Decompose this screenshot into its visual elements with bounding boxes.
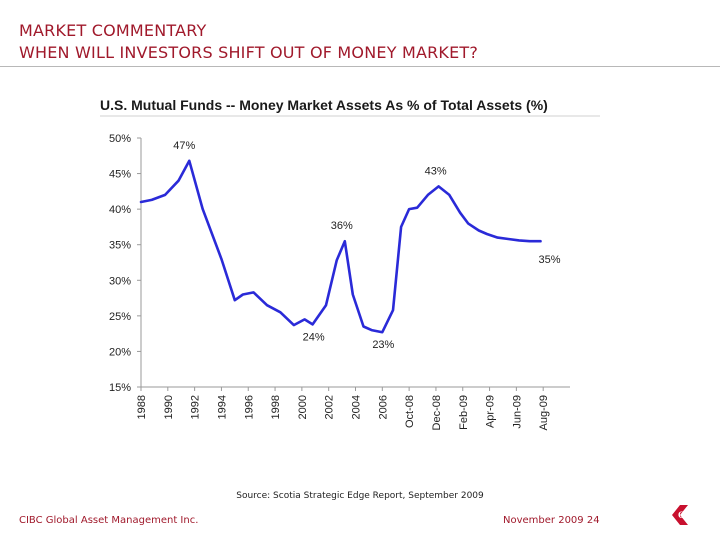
y-tick-label: 50% <box>109 133 131 145</box>
x-tick-label: 2006 <box>377 395 389 419</box>
y-tick-label: 40% <box>109 204 131 216</box>
header-line-2: WHEN WILL INVESTORS SHIFT OUT OF MONEY M… <box>19 43 479 62</box>
x-tick-label: 2004 <box>351 395 363 419</box>
x-tick-label: 1992 <box>190 395 202 419</box>
y-tick-label: 20% <box>109 346 131 358</box>
y-tick-label: 15% <box>109 382 131 394</box>
x-tick-label: Apr-09 <box>485 395 497 428</box>
x-tick-label: Dec-08 <box>431 395 443 430</box>
y-tick-label: 25% <box>109 311 131 323</box>
cibc-logo: CIBC <box>668 501 704 529</box>
chart-axes <box>140 138 570 388</box>
annotations-group: 47% 36% 24% 23% 43% 35% <box>173 140 560 351</box>
data-label: 35% <box>539 254 561 266</box>
data-label: 36% <box>331 220 353 232</box>
x-tick-label: 1988 <box>136 395 148 419</box>
x-tick-label: Oct-08 <box>404 395 416 428</box>
y-tick-label: 30% <box>109 275 131 287</box>
chart-title: U.S. Mutual Funds -- Money Market Assets… <box>100 97 548 113</box>
header-divider <box>0 66 720 67</box>
data-label: 24% <box>303 331 325 343</box>
series-group <box>139 159 542 334</box>
x-tick-label: Aug-09 <box>538 395 550 430</box>
x-tick-label: 1994 <box>216 395 228 419</box>
footer-date-page: November 2009 24 <box>503 515 600 526</box>
logo-text: CIBC <box>678 510 701 520</box>
y-axis-ticks: 15% 20% 25% 30% 35% 40% 45% 50% <box>109 133 141 394</box>
footer-company: CIBC Global Asset Management Inc. <box>19 515 199 526</box>
y-tick-label: 35% <box>109 240 131 252</box>
slide-header: MARKET COMMENTARY WHEN WILL INVESTORS SH… <box>19 20 478 64</box>
series-line <box>139 159 542 334</box>
x-tick-label: 1990 <box>163 395 175 419</box>
header-line-1: MARKET COMMENTARY <box>19 21 207 40</box>
x-tick-label: 2002 <box>324 395 336 419</box>
data-label: 23% <box>372 339 394 351</box>
x-tick-label: Jun-09 <box>511 395 523 429</box>
source-note: Source: Scotia Strategic Edge Report, Se… <box>236 491 484 501</box>
y-tick-label: 45% <box>109 169 131 181</box>
data-label: 47% <box>173 140 195 152</box>
x-tick-label: Feb-09 <box>458 395 470 430</box>
x-axis-ticks: 1988 1990 1992 1994 1996 1998 2000 2002 2004 2006… <box>136 387 550 430</box>
x-tick-label: 2000 <box>297 395 309 419</box>
x-tick-label: 1998 <box>270 395 282 419</box>
data-label: 43% <box>425 165 447 177</box>
x-tick-label: 1996 <box>243 395 255 419</box>
